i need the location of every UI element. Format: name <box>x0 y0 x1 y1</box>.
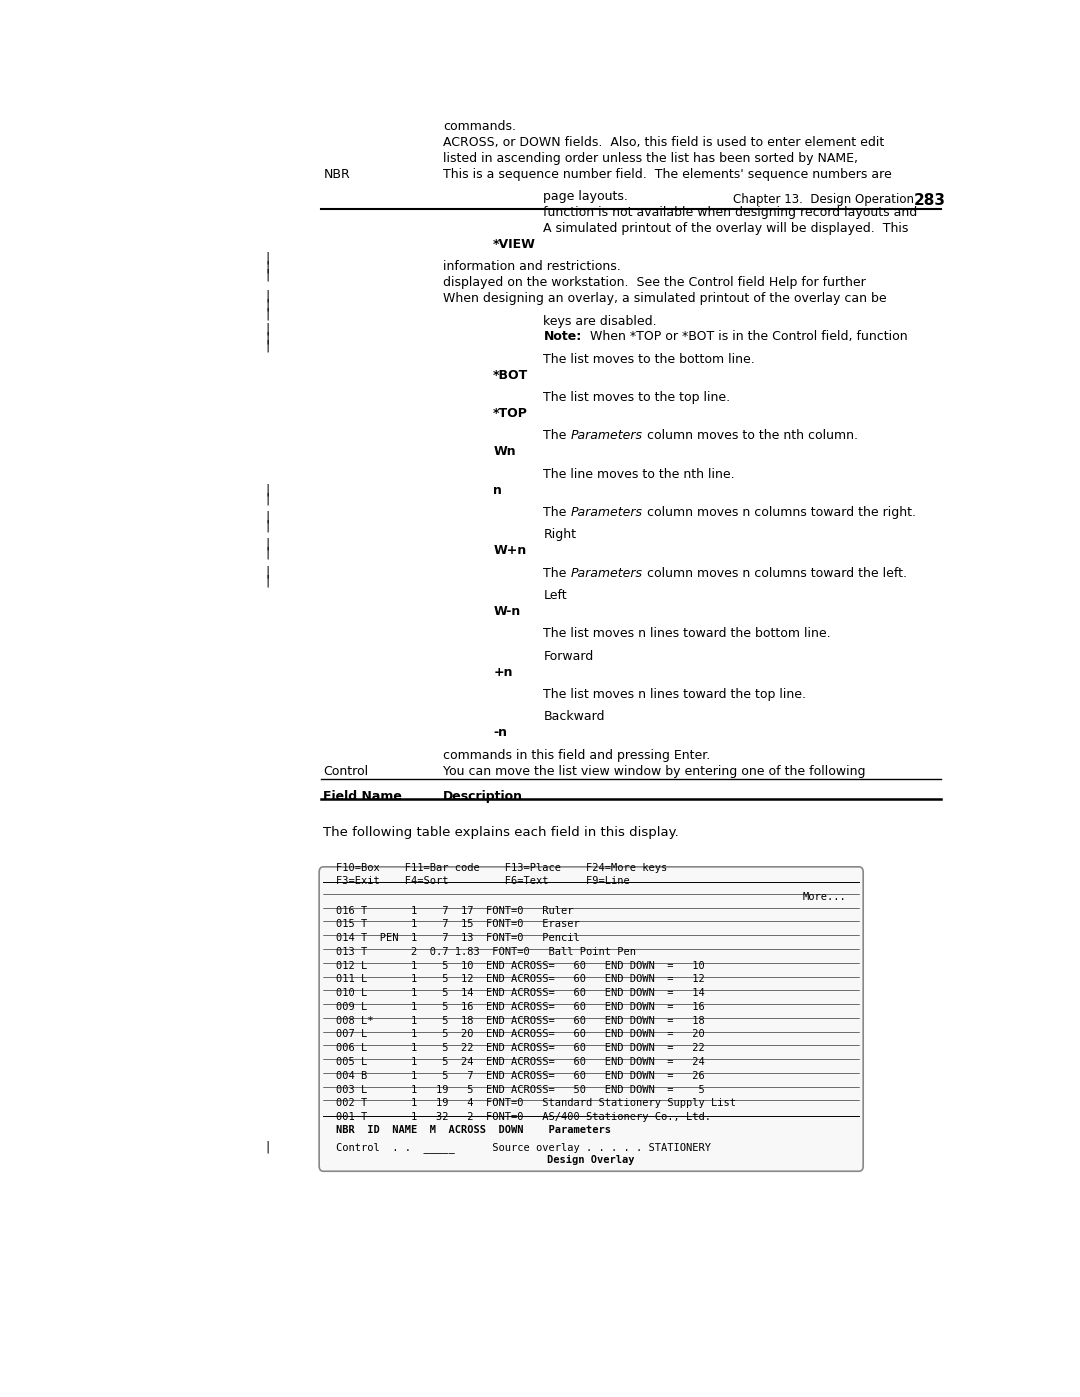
Text: -n: -n <box>494 726 508 739</box>
Text: 003 L       1   19   5  END ACROSS=   50   END DOWN  =    5: 003 L 1 19 5 END ACROSS= 50 END DOWN = 5 <box>336 1084 704 1095</box>
Text: information and restrictions.: information and restrictions. <box>443 260 621 274</box>
Text: Wn: Wn <box>494 446 516 458</box>
Text: The list moves n lines toward the top line.: The list moves n lines toward the top li… <box>543 689 807 701</box>
Text: |: | <box>265 574 269 587</box>
Text: Control  . .  _____      Source overlay . . . . . STATIONERY: Control . . _____ Source overlay . . . .… <box>336 1143 711 1153</box>
Text: 013 T       2  0.7 1.83  FONT=0   Ball Point Pen: 013 T 2 0.7 1.83 FONT=0 Ball Point Pen <box>336 947 636 957</box>
Text: Parameters: Parameters <box>571 429 643 443</box>
Text: |: | <box>265 566 269 578</box>
Text: 283: 283 <box>914 193 945 208</box>
Text: Parameters: Parameters <box>571 506 643 520</box>
Text: W+n: W+n <box>494 545 526 557</box>
Text: 012 L       1    5  10  END ACROSS=   60   END DOWN  =   10: 012 L 1 5 10 END ACROSS= 60 END DOWN = 1… <box>336 961 704 971</box>
Text: |: | <box>265 299 269 312</box>
Text: 015 T       1    7  15  FONT=0   Eraser: 015 T 1 7 15 FONT=0 Eraser <box>336 919 580 929</box>
Text: This is a sequence number field.  The elements' sequence numbers are: This is a sequence number field. The ele… <box>443 168 892 180</box>
Text: 004 B       1    5   7  END ACROSS=   60   END DOWN  =   26: 004 B 1 5 7 END ACROSS= 60 END DOWN = 26 <box>336 1070 704 1081</box>
Text: 014 T  PEN  1    7  13  FONT=0   Pencil: 014 T PEN 1 7 13 FONT=0 Pencil <box>336 933 580 943</box>
Text: 010 L       1    5  14  END ACROSS=   60   END DOWN  =   14: 010 L 1 5 14 END ACROSS= 60 END DOWN = 1… <box>336 988 704 999</box>
Text: The: The <box>543 429 571 443</box>
Text: Forward: Forward <box>543 650 594 662</box>
Text: 005 L       1    5  24  END ACROSS=   60   END DOWN  =   24: 005 L 1 5 24 END ACROSS= 60 END DOWN = 2… <box>336 1058 704 1067</box>
Text: keys are disabled.: keys are disabled. <box>543 314 657 327</box>
Text: 016 T       1    7  17  FONT=0   Ruler: 016 T 1 7 17 FONT=0 Ruler <box>336 905 573 915</box>
Text: Backward: Backward <box>543 711 605 724</box>
Text: ACROSS, or DOWN fields.  Also, this field is used to enter element edit: ACROSS, or DOWN fields. Also, this field… <box>443 136 885 149</box>
Text: Design Overlay: Design Overlay <box>548 1155 635 1165</box>
Text: +n: +n <box>494 666 513 679</box>
Text: |: | <box>265 289 269 302</box>
Text: |: | <box>265 493 269 506</box>
Text: column moves n columns toward the left.: column moves n columns toward the left. <box>643 567 907 580</box>
Text: 008 L*      1    5  18  END ACROSS=   60   END DOWN  =   18: 008 L* 1 5 18 END ACROSS= 60 END DOWN = … <box>336 1016 704 1025</box>
Text: |: | <box>265 323 269 335</box>
Text: |: | <box>265 268 269 282</box>
Text: commands in this field and pressing Enter.: commands in this field and pressing Ente… <box>443 749 711 761</box>
FancyBboxPatch shape <box>320 866 863 1171</box>
Text: n: n <box>494 483 502 497</box>
Text: The list moves n lines toward the bottom line.: The list moves n lines toward the bottom… <box>543 627 832 640</box>
Text: |: | <box>265 1140 269 1153</box>
Text: The: The <box>543 506 571 520</box>
Text: |: | <box>265 520 269 532</box>
Text: Note:: Note: <box>543 331 582 344</box>
Text: More...: More... <box>802 891 847 902</box>
Text: |: | <box>265 511 269 524</box>
Text: |: | <box>265 339 269 353</box>
Text: page layouts.: page layouts. <box>543 190 629 203</box>
Text: A simulated printout of the overlay will be displayed.  This: A simulated printout of the overlay will… <box>543 222 909 235</box>
Text: W-n: W-n <box>494 605 521 617</box>
Text: *BOT: *BOT <box>494 369 528 381</box>
Text: 009 L       1    5  16  END ACROSS=   60   END DOWN  =   16: 009 L 1 5 16 END ACROSS= 60 END DOWN = 1… <box>336 1002 704 1011</box>
Text: listed in ascending order unless the list has been sorted by NAME,: listed in ascending order unless the lis… <box>443 152 858 165</box>
Text: function is not available when designing record layouts and: function is not available when designing… <box>543 207 918 219</box>
Text: Right: Right <box>543 528 577 542</box>
Text: 002 T       1   19   4  FONT=0   Standard Stationery Supply List: 002 T 1 19 4 FONT=0 Standard Stationery … <box>336 1098 735 1108</box>
Text: When designing an overlay, a simulated printout of the overlay can be: When designing an overlay, a simulated p… <box>443 292 887 305</box>
Text: 007 L       1    5  20  END ACROSS=   60   END DOWN  =   20: 007 L 1 5 20 END ACROSS= 60 END DOWN = 2… <box>336 1030 704 1039</box>
Text: *VIEW: *VIEW <box>494 237 536 251</box>
Text: |: | <box>265 546 269 559</box>
Text: *TOP: *TOP <box>494 407 528 420</box>
Text: NBR: NBR <box>323 168 350 180</box>
Text: Chapter 13.  Design Operation: Chapter 13. Design Operation <box>733 193 915 207</box>
Text: Left: Left <box>543 590 567 602</box>
Text: column moves to the nth column.: column moves to the nth column. <box>643 429 858 443</box>
Text: F3=Exit    F4=Sort         F6=Text      F9=Line: F3=Exit F4=Sort F6=Text F9=Line <box>336 876 630 886</box>
Text: commands.: commands. <box>443 120 516 133</box>
Text: The following table explains each field in this display.: The following table explains each field … <box>323 826 679 840</box>
Text: Field Name: Field Name <box>323 791 402 803</box>
Text: 001 T       1   32   2  FONT=0   AS/400 Stationery Co., Ltd.: 001 T 1 32 2 FONT=0 AS/400 Stationery Co… <box>336 1112 711 1122</box>
Text: displayed on the workstation.  See the Control field Help for further: displayed on the workstation. See the Co… <box>443 277 866 289</box>
Text: 006 L       1    5  22  END ACROSS=   60   END DOWN  =   22: 006 L 1 5 22 END ACROSS= 60 END DOWN = 2… <box>336 1044 704 1053</box>
Text: The line moves to the nth line.: The line moves to the nth line. <box>543 468 735 481</box>
Text: Description: Description <box>443 791 523 803</box>
Text: The list moves to the top line.: The list moves to the top line. <box>543 391 730 404</box>
Text: |: | <box>265 307 269 320</box>
Text: The list moves to the bottom line.: The list moves to the bottom line. <box>543 353 755 366</box>
Text: 011 L       1    5  12  END ACROSS=   60   END DOWN  =   12: 011 L 1 5 12 END ACROSS= 60 END DOWN = 1… <box>336 975 704 985</box>
Text: |: | <box>265 483 269 497</box>
Text: When *TOP or *BOT is in the Control field, function: When *TOP or *BOT is in the Control fiel… <box>582 331 907 344</box>
Text: |: | <box>265 260 269 274</box>
Text: The: The <box>543 567 571 580</box>
Text: |: | <box>265 251 269 264</box>
Text: column moves n columns toward the right.: column moves n columns toward the right. <box>643 506 916 520</box>
Text: NBR  ID  NAME  M  ACROSS  DOWN    Parameters: NBR ID NAME M ACROSS DOWN Parameters <box>336 1125 611 1134</box>
Text: |: | <box>265 331 269 344</box>
Text: Control: Control <box>323 764 368 778</box>
Text: |: | <box>265 538 269 550</box>
Text: Parameters: Parameters <box>571 567 643 580</box>
Text: F10=Box    F11=Bar code    F13=Place    F24=More keys: F10=Box F11=Bar code F13=Place F24=More … <box>336 863 667 873</box>
Text: You can move the list view window by entering one of the following: You can move the list view window by ent… <box>443 764 865 778</box>
